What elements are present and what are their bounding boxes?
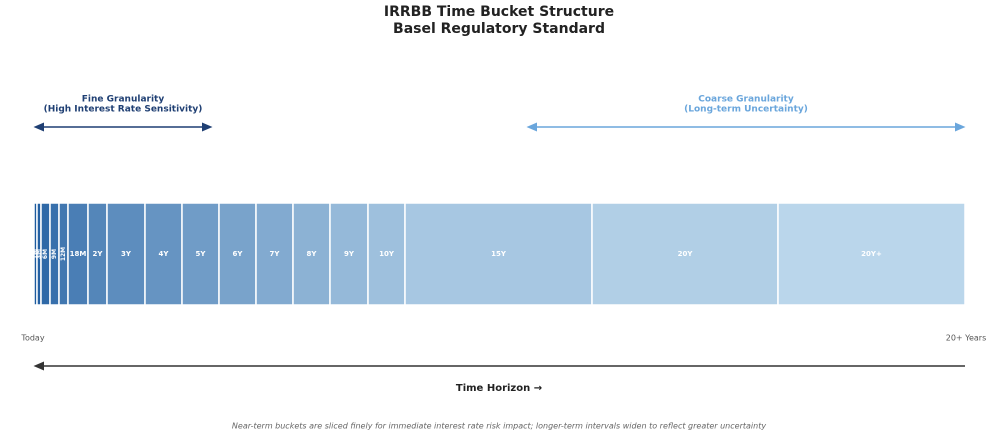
title: IRRBB Time Bucket Structure [384,4,614,20]
bucket-label: 20Y [678,250,694,258]
bucket [777,202,966,306]
bucket-label: 5Y [196,250,207,258]
fine-title: Fine Granularity [82,95,165,105]
axis-start: Today [20,334,44,343]
bucket [591,202,779,306]
bucket-label: 12M [60,247,67,261]
coarse-subtitle: (Long-term Uncertainty) [684,105,808,115]
bucket-label: 18M [70,250,87,258]
bucket [367,202,406,306]
bucket-label: 9M [51,249,58,259]
axis-label: Time Horizon → [456,383,542,394]
subtitle: Basel Regulatory Standard [393,21,605,37]
bucket-label: 20Y+ [861,250,882,258]
axis-end: 20+ Years [946,334,987,343]
bucket-label: 2Y [93,250,104,258]
bucket-label: 7Y [270,250,281,258]
bucket-label: 10Y [379,250,395,258]
fine-subtitle: (High Interest Rate Sensitivity) [44,105,203,115]
bucket [181,202,220,306]
bucket [404,202,593,306]
bucket-label: 3Y [121,250,132,258]
bucket [329,202,369,306]
bucket-label: 9Y [344,250,355,258]
bucket-label: 6M [42,249,49,259]
coarse-title: Coarse Granularity [698,95,794,105]
bucket-label: 6Y [233,250,244,258]
bucket [106,202,146,306]
bucket-label: 3M [36,249,43,259]
bucket-label: 1M [32,249,39,259]
bucket-label: 15Y [491,250,507,258]
bucket-label: 8Y [307,250,318,258]
bucket-label: 4Y [159,250,170,258]
footnote: Near-term buckets are sliced finely for … [232,422,766,431]
